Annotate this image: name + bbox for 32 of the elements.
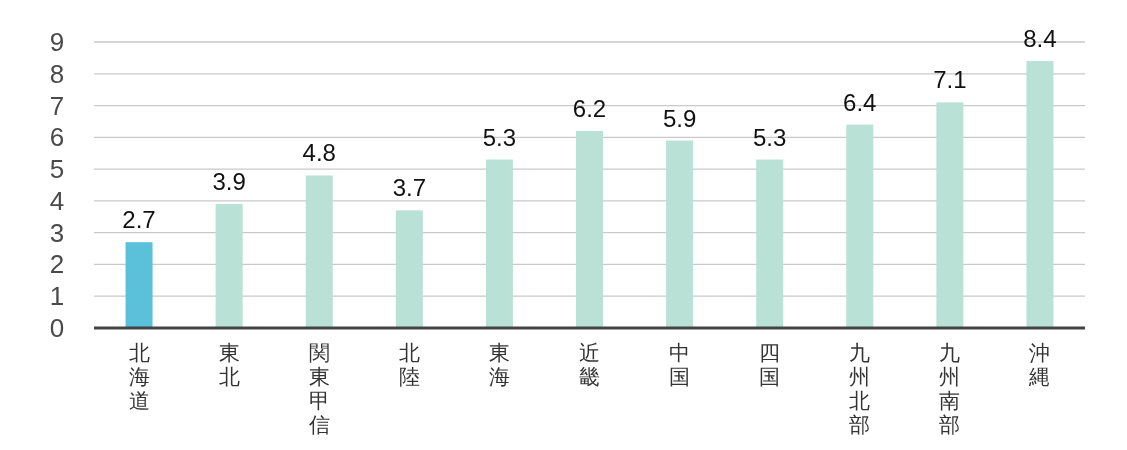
data-label: 7.1 [933, 66, 967, 94]
y-tick-label: 7 [49, 90, 65, 121]
x-tick-label: 九州南部 [939, 341, 961, 436]
x-tick-label: 九州北部 [849, 341, 871, 436]
x-tick-label: 東北 [218, 341, 240, 388]
y-tick-label: 1 [49, 281, 65, 312]
y-tick-label: 2 [49, 249, 65, 280]
data-label: 3.9 [212, 168, 246, 196]
data-label: 4.8 [302, 139, 336, 167]
y-tick-label: 8 [49, 58, 65, 89]
x-tick-label: 近畿 [579, 341, 600, 388]
x-tick-label: 東海 [488, 341, 510, 388]
x-tick-label: 北陸 [398, 341, 420, 388]
x-tick-label: 北海道 [128, 341, 150, 412]
x-tick-label: 関東甲信 [308, 341, 330, 436]
data-label: 6.2 [572, 95, 607, 122]
data-label: 8.4 [1023, 25, 1057, 53]
x-tick-label: 四国 [759, 341, 781, 388]
x-tick-label: 沖縄 [1029, 341, 1051, 388]
data-label: 6.4 [843, 88, 877, 116]
data-label: 2.7 [122, 206, 156, 234]
x-tick-label: 中国 [669, 341, 691, 388]
y-tick-label: 4 [49, 185, 65, 216]
data-label: 5.9 [662, 104, 697, 132]
y-tick-label: 3 [49, 217, 65, 248]
data-label: 5.3 [482, 123, 517, 151]
data-label: 3.7 [392, 174, 426, 202]
data-label: 5.3 [753, 123, 787, 151]
y-tick-label: 9 [49, 27, 65, 57]
y-tick-label: 6 [49, 122, 65, 153]
y-tick-label: 0 [49, 313, 65, 343]
y-tick-label: 5 [49, 154, 65, 185]
